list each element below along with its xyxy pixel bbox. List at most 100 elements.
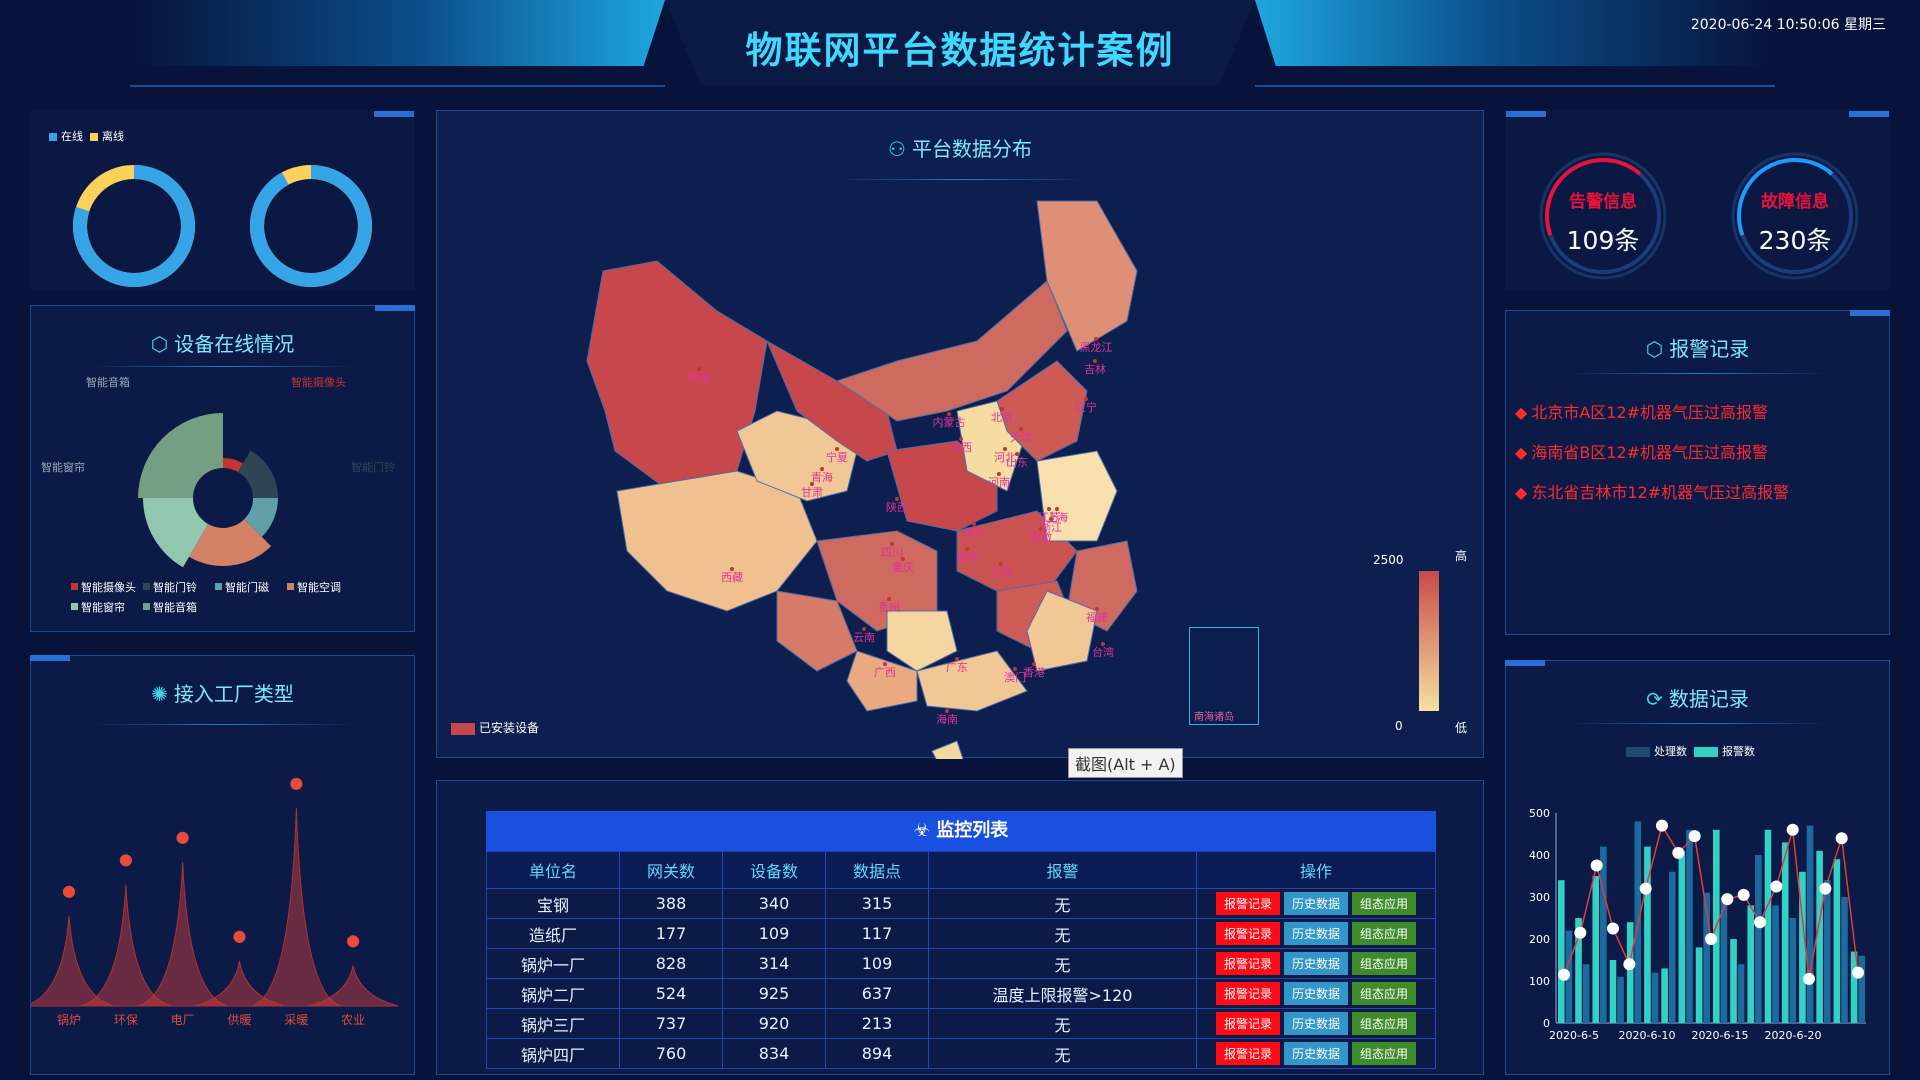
alarm-record-button[interactable]: 报警记录	[1215, 922, 1280, 945]
trend-point[interactable]	[1819, 882, 1832, 895]
rose-slice[interactable]	[223, 458, 243, 473]
trend-point[interactable]	[1835, 832, 1848, 845]
history-data-button[interactable]: 历史数据	[1283, 1012, 1348, 1035]
trend-point[interactable]	[1705, 933, 1717, 945]
visualmap-gradient[interactable]	[1419, 571, 1439, 711]
trend-point[interactable]	[1721, 893, 1734, 906]
trend-point[interactable]	[1852, 966, 1864, 979]
bar-alarm[interactable]	[1703, 892, 1710, 1023]
factory-peak[interactable]	[251, 807, 342, 1007]
bar-alarm[interactable]	[1823, 880, 1831, 1023]
trend-point[interactable]	[1607, 922, 1619, 935]
rose-slice[interactable]	[138, 413, 223, 498]
trend-point[interactable]	[1656, 819, 1668, 832]
province-region[interactable]	[931, 740, 967, 759]
trend-point[interactable]	[1590, 859, 1603, 872]
bar-processed[interactable]	[1644, 846, 1651, 1023]
bar-alarm[interactable]	[1651, 972, 1659, 1023]
bar-alarm[interactable]	[1789, 918, 1797, 1023]
bar-processed[interactable]	[1850, 951, 1858, 1023]
trend-point[interactable]	[1639, 882, 1652, 895]
province-region[interactable]	[1036, 450, 1118, 542]
bar-processed[interactable]	[1781, 842, 1789, 1023]
province-region[interactable]	[886, 610, 958, 672]
rose-legend-label[interactable]: 智能门磁	[225, 580, 269, 594]
config-app-button[interactable]: 组态应用	[1352, 982, 1417, 1005]
config-app-button[interactable]: 组态应用	[1352, 1012, 1417, 1035]
rose-slice[interactable]	[238, 450, 278, 498]
trend-point[interactable]	[1623, 958, 1636, 971]
trend-point[interactable]	[1770, 880, 1783, 893]
alarm-record-item[interactable]: 北京市A区12#机器气压过高报警	[1515, 399, 1789, 423]
bar-processed[interactable]	[1730, 939, 1737, 1023]
alarm-record-item[interactable]: 海南省B区12#机器气压过高报警	[1515, 439, 1789, 463]
province-region[interactable]	[916, 650, 1028, 712]
bar-alarm[interactable]	[1858, 955, 1865, 1023]
bar-alarm[interactable]	[1755, 855, 1762, 1023]
data-records-legend[interactable]: 处理数 报警数	[1626, 743, 1755, 759]
province-region[interactable]	[776, 590, 858, 672]
config-app-button[interactable]: 组态应用	[1352, 922, 1417, 945]
rose-legend-label[interactable]: 智能空调	[297, 580, 341, 594]
province-region[interactable]	[1036, 200, 1138, 352]
config-app-button[interactable]: 组态应用	[1352, 952, 1417, 975]
bar-processed[interactable]	[1799, 871, 1806, 1023]
trend-point[interactable]	[1688, 830, 1701, 843]
bar-processed[interactable]	[1816, 850, 1823, 1023]
rose-legend-label[interactable]: 智能门铃	[153, 580, 197, 594]
history-data-button[interactable]: 历史数据	[1283, 982, 1348, 1005]
alarm-record-button[interactable]: 报警记录	[1215, 1012, 1280, 1035]
config-app-button[interactable]: 组态应用	[1352, 1042, 1417, 1065]
bar-processed[interactable]	[1558, 880, 1565, 1023]
trend-point[interactable]	[1672, 846, 1685, 859]
alarm-record-button[interactable]: 报警记录	[1215, 1042, 1280, 1065]
bar-processed[interactable]	[1592, 876, 1600, 1023]
rose-legend-label[interactable]: 智能窗帘	[81, 600, 125, 614]
province-region[interactable]	[996, 360, 1088, 462]
province-region[interactable]	[1026, 590, 1098, 672]
bar-processed[interactable]	[1575, 918, 1582, 1023]
alarm-record-item[interactable]: 东北省吉林市12#机器气压过高报警	[1515, 479, 1789, 503]
bar-alarm[interactable]	[1841, 897, 1848, 1023]
history-data-button[interactable]: 历史数据	[1283, 892, 1348, 915]
trend-point[interactable]	[1558, 968, 1570, 981]
alarm-record-button[interactable]: 报警记录	[1215, 952, 1280, 975]
bar-alarm[interactable]	[1737, 964, 1745, 1023]
bar-processed[interactable]	[1626, 922, 1634, 1023]
bar-processed[interactable]	[1747, 905, 1755, 1023]
bar-alarm[interactable]	[1617, 976, 1624, 1023]
alarm-record-button[interactable]: 报警记录	[1215, 892, 1280, 915]
rose-legend-label[interactable]: 智能音箱	[153, 600, 197, 614]
rose-legend-label[interactable]: 智能摄像头	[81, 580, 136, 594]
rose-slice[interactable]	[143, 498, 208, 568]
bar-processed[interactable]	[1833, 859, 1841, 1023]
map-legend[interactable]: 已安装设备	[451, 719, 539, 736]
alarm-record-button[interactable]: 报警记录	[1215, 982, 1280, 1005]
rose-slice[interactable]	[189, 519, 272, 566]
province-region[interactable]	[586, 260, 768, 492]
history-data-button[interactable]: 历史数据	[1283, 922, 1348, 945]
rose-slice[interactable]	[244, 498, 278, 537]
trend-point[interactable]	[1786, 823, 1799, 836]
bar-processed[interactable]	[1661, 968, 1668, 1023]
bar-alarm[interactable]	[1582, 964, 1590, 1023]
history-data-button[interactable]: 历史数据	[1283, 1042, 1348, 1065]
config-app-button[interactable]: 组态应用	[1352, 892, 1417, 915]
province-region[interactable]	[835, 280, 1068, 422]
trend-point[interactable]	[1737, 888, 1750, 901]
factory-peak[interactable]	[80, 884, 171, 1007]
bar-processed[interactable]	[1678, 850, 1686, 1023]
bar-alarm[interactable]	[1772, 905, 1779, 1023]
factory-peak[interactable]	[308, 965, 399, 1007]
trend-point[interactable]	[1574, 926, 1587, 939]
bar-processed[interactable]	[1764, 829, 1772, 1023]
factory-peak[interactable]	[137, 861, 228, 1007]
bar-alarm[interactable]	[1686, 829, 1693, 1023]
province-region[interactable]	[846, 650, 918, 712]
bar-alarm[interactable]	[1806, 825, 1814, 1023]
bar-processed[interactable]	[1695, 947, 1703, 1023]
history-data-button[interactable]: 历史数据	[1283, 952, 1348, 975]
bar-alarm[interactable]	[1720, 897, 1728, 1023]
bar-processed[interactable]	[1609, 960, 1617, 1023]
